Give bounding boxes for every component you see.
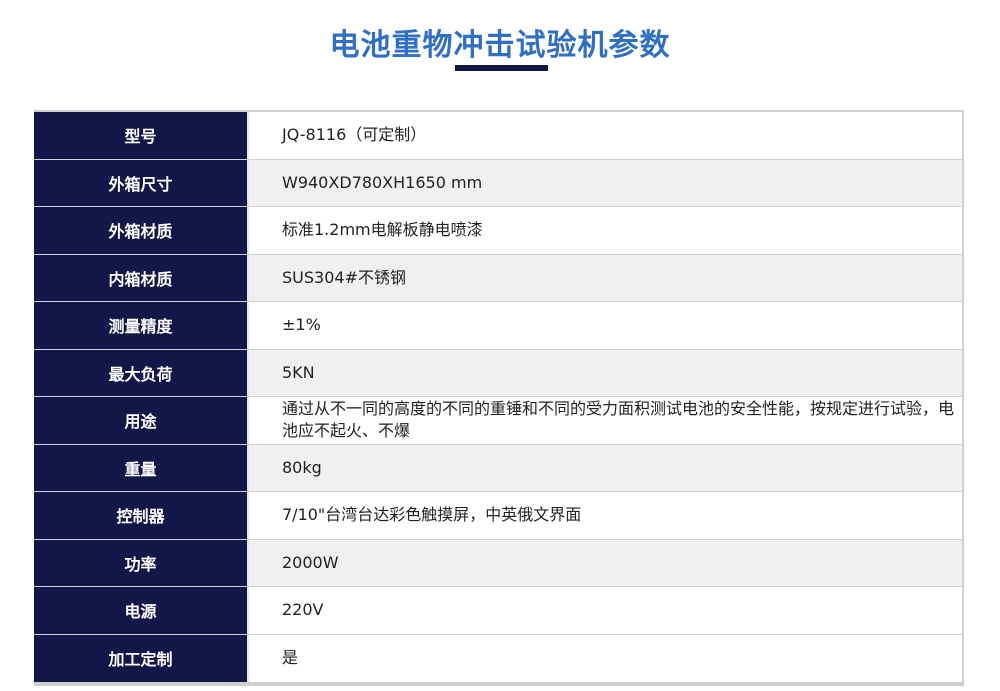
row-value: 5KN bbox=[249, 349, 962, 396]
row-value: 7/10"台湾台达彩色触摸屏，中英俄文界面 bbox=[282, 505, 582, 525]
row-label: 电源 bbox=[34, 587, 249, 634]
row-value: SUS304#不锈钢 bbox=[249, 254, 962, 301]
table-row: 用途 通过从不一同的高度的不同的重锤和不同的受力面积测试电池的安全性能，按规定进行… bbox=[34, 397, 962, 445]
row-label: 外箱尺寸 bbox=[34, 159, 249, 206]
row-value: 标准1.2mm电解板静电喷漆 bbox=[282, 220, 483, 240]
row-value: 220V bbox=[282, 600, 324, 620]
table-row: 外箱尺寸 W940XD780XH1650 mm bbox=[34, 159, 962, 207]
table-row: 控制器 7/10"台湾台达彩色触摸屏，中英俄文界面 bbox=[34, 492, 962, 540]
row-label: 测量精度 bbox=[34, 302, 249, 349]
row-label: 重量 bbox=[34, 444, 249, 491]
row-label: 控制器 bbox=[34, 492, 249, 539]
row-label: 最大负荷 bbox=[34, 349, 249, 396]
table-row: 外箱材质 标准1.2mm电解板静电喷漆 bbox=[34, 207, 962, 255]
table-row: 电源 220V bbox=[34, 587, 962, 635]
table-row: 功率 2000W bbox=[34, 539, 962, 587]
row-value: W940XD780XH1650 mm bbox=[249, 159, 962, 206]
row-label: 加工定制 bbox=[34, 634, 249, 682]
table-row: 测量精度 ±1% bbox=[34, 302, 962, 350]
row-value: 2000W bbox=[249, 539, 962, 586]
row-value: 通过从不一同的高度的不同的重锤和不同的受力面积测试电池的安全性能，按规定进行试验… bbox=[282, 399, 955, 441]
row-value: JQ-8116（可定制） bbox=[282, 125, 427, 145]
row-label: 功率 bbox=[34, 539, 249, 586]
row-label: 用途 bbox=[34, 397, 249, 444]
row-label: 型号 bbox=[34, 112, 249, 159]
row-value: 是 bbox=[282, 648, 299, 668]
table-row: 内箱材质 SUS304#不锈钢 bbox=[34, 254, 962, 302]
row-value: ±1% bbox=[282, 315, 321, 335]
table-row: 重量 80kg bbox=[34, 444, 962, 492]
title-underline bbox=[455, 65, 548, 71]
spec-table: 型号 JQ-8116（可定制） 外箱尺寸 W940XD780XH1650 mm 外箱材质… bbox=[34, 110, 964, 686]
row-label: 内箱材质 bbox=[34, 254, 249, 301]
table-row: 型号 JQ-8116（可定制） bbox=[34, 112, 962, 160]
page-title: 电池重物冲击试验机参数 bbox=[329, 28, 671, 63]
table-row: 最大负荷 5KN bbox=[34, 349, 962, 397]
row-label: 外箱材质 bbox=[34, 207, 249, 254]
table-row: 加工定制 是 bbox=[34, 634, 962, 682]
row-value: 80kg bbox=[249, 444, 962, 491]
